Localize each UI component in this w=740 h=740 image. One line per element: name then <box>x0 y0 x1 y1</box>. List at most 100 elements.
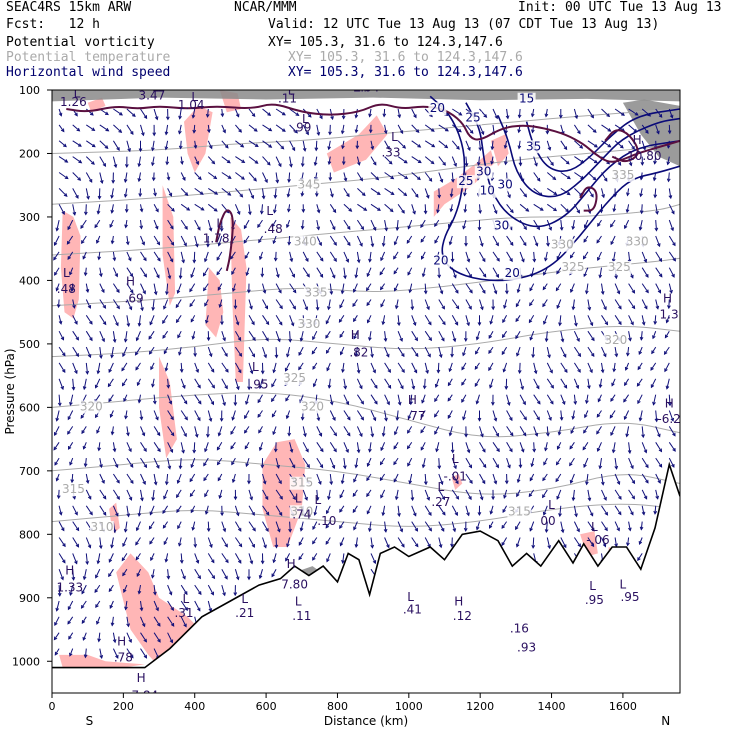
wind-vector <box>126 426 129 436</box>
wind-vector <box>153 204 159 212</box>
wind-vector <box>72 315 78 325</box>
wind-vector <box>207 108 209 117</box>
wind-vector-head <box>420 429 424 434</box>
wind-vector <box>167 203 175 212</box>
wind-vector-head <box>69 652 73 657</box>
field-xy-theta: XY= 105.3, 31.6 to 124.3,147.6 <box>288 50 523 65</box>
wind-vector-head <box>75 527 80 532</box>
wind-vector <box>546 378 554 389</box>
wind-vector-head <box>67 606 72 611</box>
wind-vector-head <box>342 465 347 470</box>
wind-vector <box>99 315 107 325</box>
wind-vector-head <box>129 273 134 278</box>
wind-vector <box>207 378 215 389</box>
wind-vector <box>516 346 521 356</box>
wind-vector <box>464 204 467 213</box>
wind-vector <box>109 219 114 228</box>
wind-vector <box>153 219 159 229</box>
wind-vector <box>384 362 391 373</box>
wind-vector-head <box>312 556 316 561</box>
wind-vector-head <box>123 398 127 403</box>
wind-vector <box>257 410 263 418</box>
wind-vector <box>366 505 372 514</box>
wind-vector <box>517 283 521 293</box>
wind-vector <box>610 394 616 402</box>
wind-vector-head <box>82 576 87 581</box>
wind-vector <box>99 537 102 549</box>
wind-vector <box>543 505 548 515</box>
wind-vector <box>194 172 202 180</box>
wind-vector <box>300 521 304 531</box>
wind-vector <box>243 235 250 244</box>
wind-vector-head <box>414 353 419 358</box>
wind-vector-head <box>493 290 498 295</box>
wind-speed-contour <box>525 108 680 172</box>
wind-vector <box>664 346 670 355</box>
wind-vector <box>316 489 319 501</box>
wind-vector-head <box>233 305 238 310</box>
wind-vector-head <box>313 511 318 516</box>
wind-vector-head <box>356 369 361 374</box>
wind-vector-head <box>475 336 480 341</box>
wind-vector <box>312 362 318 370</box>
wind-vector <box>301 220 304 229</box>
wind-vector <box>397 331 403 342</box>
wind-vector <box>58 172 69 180</box>
wind-vector <box>135 537 141 545</box>
wind-vector <box>248 140 259 147</box>
wind-vector-head <box>276 464 280 469</box>
wind-vector <box>312 553 318 561</box>
wind-vector-head <box>128 257 132 262</box>
wind-vector-head <box>243 225 248 230</box>
wind-vector-head <box>181 449 185 454</box>
extremum-value: 1.78 <box>203 231 230 245</box>
wind-vector-head <box>273 448 278 453</box>
wind-vector-head <box>141 623 146 628</box>
wind-vector-head <box>238 369 242 374</box>
wind-vector-head <box>667 402 672 407</box>
wind-vector <box>438 458 440 469</box>
wind-vector-head <box>151 497 156 502</box>
wind-vector-head <box>414 527 419 532</box>
wind-vector-head <box>316 131 321 137</box>
wind-vector-head <box>596 413 601 418</box>
wind-vector-head <box>453 465 457 470</box>
wind-vector <box>384 346 390 357</box>
wind-vector-head <box>319 115 323 120</box>
wind-vector <box>628 315 634 325</box>
wind-vector-head <box>423 481 428 486</box>
endpoint-right-label: N <box>661 714 670 728</box>
wind-vector-head <box>466 322 470 327</box>
wind-vector <box>248 188 254 199</box>
wind-vector-head <box>99 464 103 469</box>
wind-vector-head <box>277 528 281 533</box>
wind-vector <box>574 140 583 149</box>
wind-vector <box>207 584 214 595</box>
wind-vector-head <box>463 192 467 197</box>
wind-label-bg <box>496 178 515 192</box>
wind-vector-head <box>423 290 428 295</box>
wind-vector <box>424 124 435 132</box>
wind-vector-head <box>464 162 469 167</box>
wind-vector <box>492 251 500 262</box>
wind-vector <box>58 124 65 132</box>
extremum-value: .11 <box>292 609 311 623</box>
x-tick-label: 1600 <box>609 700 637 713</box>
wind-vector <box>72 505 78 515</box>
field-name-wind: Horizontal wind speed <box>6 65 171 80</box>
wind-vector <box>339 505 345 513</box>
wind-vector-head <box>135 366 139 371</box>
wind-vector <box>355 267 358 278</box>
wind-vector-head <box>96 620 100 625</box>
wind-vector-head <box>493 417 498 422</box>
wind-vector-head <box>69 591 73 597</box>
theta-contour-label: 320 <box>604 333 627 347</box>
wind-vector <box>505 124 508 134</box>
wind-vector <box>651 346 657 354</box>
wind-vector <box>435 378 440 388</box>
wind-vector <box>465 315 470 326</box>
wind-vector-head <box>610 241 614 246</box>
wind-vector <box>167 219 174 229</box>
wind-vector <box>153 235 160 245</box>
wind-vector <box>126 251 132 261</box>
